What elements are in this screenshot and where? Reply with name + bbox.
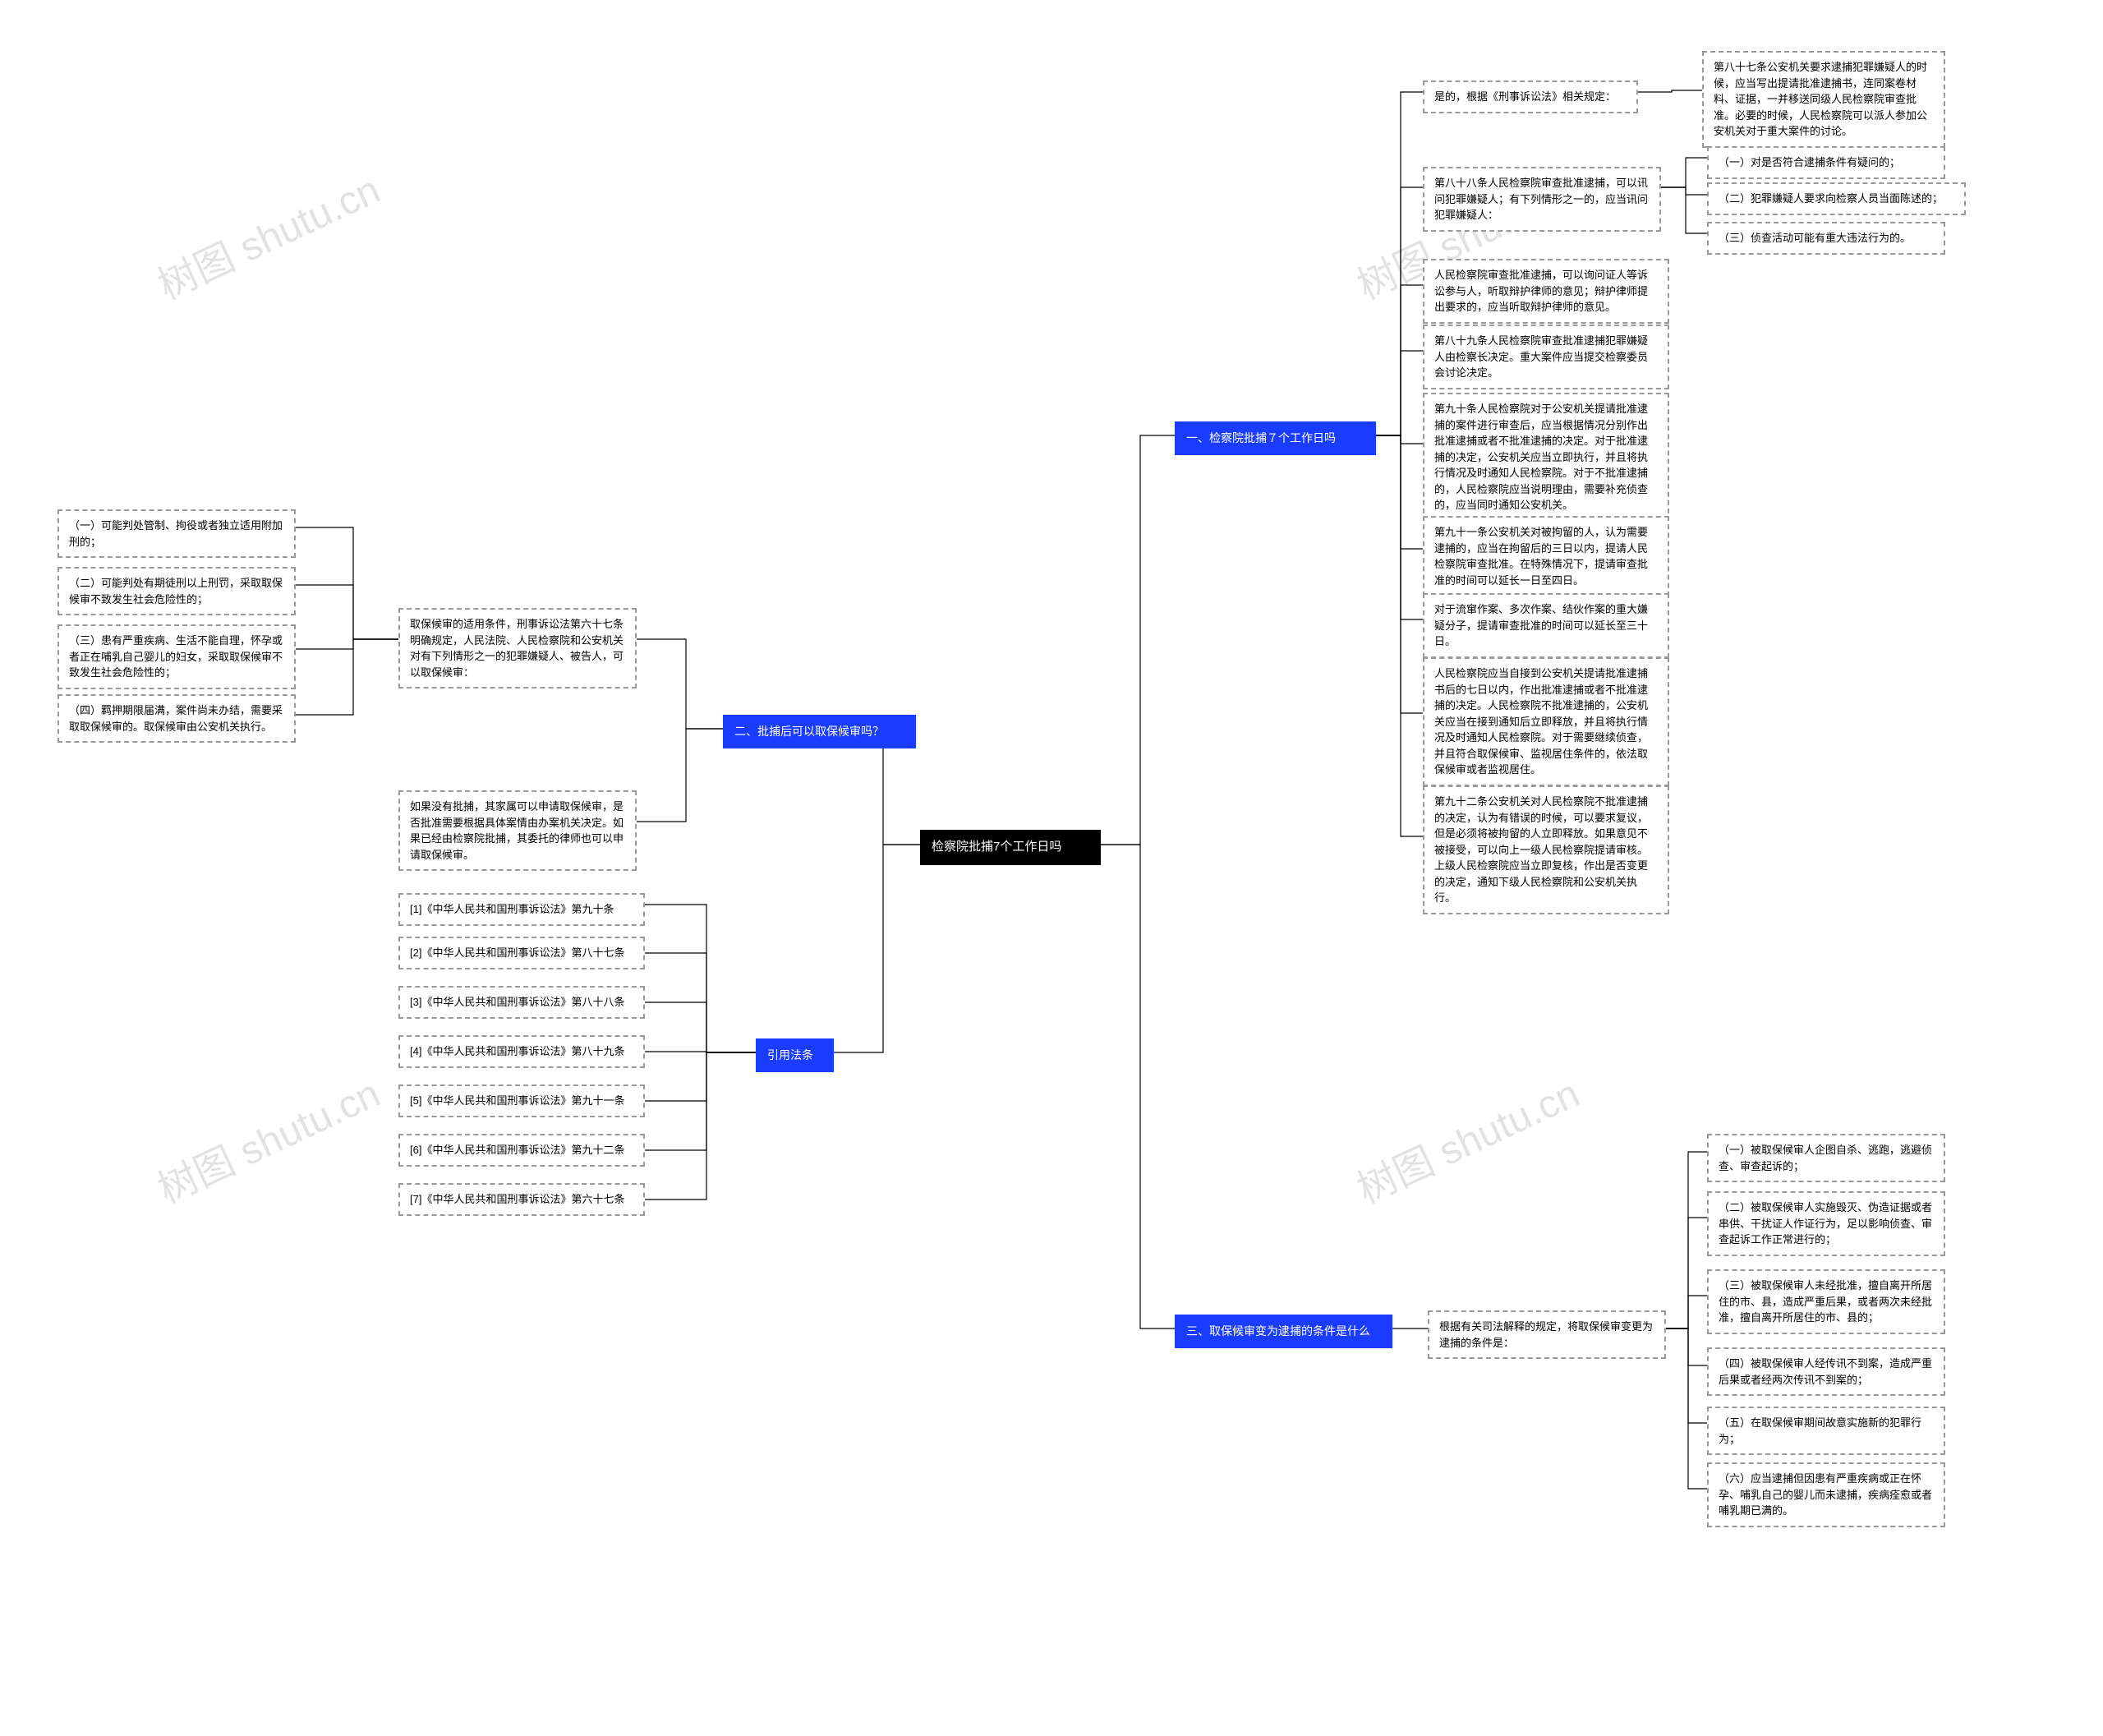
leaf-node[interactable]: （六）应当逮捕但因患有严重疾病或正在怀孕、哺乳自己的婴儿而未逮捕，疾病痊愈或者哺… — [1707, 1462, 1945, 1527]
leaf-node[interactable]: 人民检察院应当自接到公安机关提请批准逮捕书后的七日以内，作出批准逮捕或者不批准逮… — [1423, 657, 1669, 786]
branch-node-3[interactable]: 三、取保候审变为逮捕的条件是什么 — [1175, 1315, 1392, 1348]
leaf-node[interactable]: 第八十九条人民检察院审查批准逮捕犯罪嫌疑人由检察长决定。重大案件应当提交检察委员… — [1423, 325, 1669, 389]
leaf-node[interactable]: 根据有关司法解释的规定，将取保候审变更为逮捕的条件是： — [1428, 1310, 1666, 1359]
leaf-node[interactable]: 第八十七条公安机关要求逮捕犯罪嫌疑人的时候，应当写出提请批准逮捕书，连同案卷材料… — [1702, 51, 1945, 148]
leaf-node[interactable]: （三）患有严重疾病、生活不能自理，怀孕或者正在哺乳自己婴儿的妇女，采取取保候审不… — [58, 624, 296, 689]
leaf-node[interactable]: [2]《中华人民共和国刑事诉讼法》第八十七条 — [398, 937, 645, 969]
leaf-node[interactable]: 如果没有批捕，其家属可以申请取保候审，是否批准需要根据具体案情由办案机关决定。如… — [398, 790, 637, 871]
leaf-node[interactable]: （四）羁押期限届满，案件尚未办结，需要采取取保候审的。取保候审由公安机关执行。 — [58, 694, 296, 743]
leaf-node[interactable]: 人民检察院审查批准逮捕，可以询问证人等诉讼参与人，听取辩护律师的意见；辩护律师提… — [1423, 259, 1669, 324]
leaf-node[interactable]: 取保候审的适用条件，刑事诉讼法第六十七条明确规定，人民法院、人民检察院和公安机关… — [398, 608, 637, 688]
leaf-node[interactable]: （二）被取保候审人实施毁灭、伪造证据或者串供、干扰证人作证行为，足以影响侦查、审… — [1707, 1191, 1945, 1256]
leaf-node[interactable]: 第九十条人民检察院对于公安机关提请批准逮捕的案件进行审查后，应当根据情况分别作出… — [1423, 393, 1669, 522]
leaf-node[interactable]: （二）犯罪嫌疑人要求向检察人员当面陈述的； — [1707, 182, 1966, 215]
leaf-node[interactable]: [3]《中华人民共和国刑事诉讼法》第八十八条 — [398, 986, 645, 1019]
leaf-node[interactable]: （一）被取保候审人企图自杀、逃跑，逃避侦查、审查起诉的； — [1707, 1134, 1945, 1182]
leaf-node[interactable]: [7]《中华人民共和国刑事诉讼法》第六十七条 — [398, 1183, 645, 1216]
leaf-node[interactable]: （五）在取保候审期间故意实施新的犯罪行为； — [1707, 1407, 1945, 1455]
watermark: 树图 shutu.cn — [1346, 1061, 1587, 1214]
leaf-node[interactable]: （四）被取保候审人经传讯不到案，造成严重后果或者经两次传讯不到案的； — [1707, 1347, 1945, 1396]
root-node[interactable]: 检察院批捕7个工作日吗 — [920, 830, 1101, 865]
watermark: 树图 shutu.cn — [147, 158, 388, 311]
leaf-node[interactable]: （一）可能判处管制、拘役或者独立适用附加刑的； — [58, 509, 296, 558]
branch-node-ref[interactable]: 引用法条 — [756, 1038, 834, 1072]
leaf-node[interactable]: 对于流窜作案、多次作案、结伙作案的重大嫌疑分子，提请审查批准的时间可以延长至三十… — [1423, 593, 1669, 658]
leaf-node[interactable]: （二）可能判处有期徒刑以上刑罚，采取取保候审不致发生社会危险性的； — [58, 567, 296, 615]
leaf-node[interactable]: （三）侦查活动可能有重大违法行为的。 — [1707, 222, 1945, 255]
leaf-node[interactable]: （一）对是否符合逮捕条件有疑问的； — [1707, 146, 1945, 179]
branch-node-2[interactable]: 二、批捕后可以取保候审吗？ — [723, 715, 916, 748]
leaf-node[interactable]: 第八十八条人民检察院审查批准逮捕，可以讯问犯罪嫌疑人；有下列情形之一的，应当讯问… — [1423, 167, 1661, 232]
leaf-node[interactable]: [6]《中华人民共和国刑事诉讼法》第九十二条 — [398, 1134, 645, 1167]
leaf-node[interactable]: （三）被取保候审人未经批准，擅自离开所居住的市、县，造成严重后果，或者两次未经批… — [1707, 1269, 1945, 1334]
branch-node-1[interactable]: 一、检察院批捕７个工作日吗 — [1175, 421, 1376, 455]
leaf-node[interactable]: [1]《中华人民共和国刑事诉讼法》第九十条 — [398, 893, 645, 926]
leaf-node[interactable]: 第九十一条公安机关对被拘留的人，认为需要逮捕的，应当在拘留后的三日以内，提请人民… — [1423, 516, 1669, 596]
leaf-node[interactable]: [4]《中华人民共和国刑事诉讼法》第八十九条 — [398, 1035, 645, 1068]
leaf-node[interactable]: 第九十二条公安机关对人民检察院不批准逮捕的决定，认为有错误的时候，可以要求复议，… — [1423, 785, 1669, 914]
leaf-node[interactable]: 是的，根据《刑事诉讼法》相关规定： — [1423, 81, 1638, 113]
watermark: 树图 shutu.cn — [147, 1061, 388, 1214]
leaf-node[interactable]: [5]《中华人民共和国刑事诉讼法》第九十一条 — [398, 1084, 645, 1117]
